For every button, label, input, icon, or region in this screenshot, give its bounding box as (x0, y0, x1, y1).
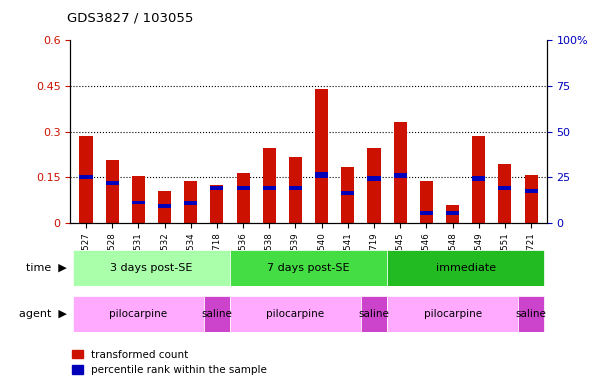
Bar (184, 202, 197, 205)
Text: saline: saline (202, 309, 232, 319)
Bar (230, 250, 387, 286)
Bar (315, 89, 328, 223)
Bar (289, 157, 302, 223)
Bar (184, 181, 197, 223)
Bar (263, 148, 276, 223)
Bar (132, 175, 145, 223)
Bar (525, 189, 538, 193)
Bar (236, 174, 250, 223)
Bar (210, 185, 224, 223)
Bar (315, 172, 328, 178)
Bar (499, 164, 511, 223)
Text: time  ▶: time ▶ (26, 263, 67, 273)
Bar (387, 296, 518, 332)
Bar (204, 296, 230, 332)
Text: GDS3827 / 103055: GDS3827 / 103055 (67, 12, 194, 25)
Bar (132, 201, 145, 204)
Text: pilocarpine: pilocarpine (423, 309, 481, 319)
Bar (342, 191, 354, 195)
Bar (106, 181, 119, 185)
Text: saline: saline (516, 309, 547, 319)
Text: pilocarpine: pilocarpine (266, 309, 324, 319)
Text: 7 days post-SE: 7 days post-SE (267, 263, 350, 273)
Bar (387, 250, 544, 286)
Bar (236, 186, 250, 190)
Bar (158, 204, 171, 208)
Bar (393, 173, 407, 178)
Bar (472, 176, 485, 181)
Bar (499, 186, 511, 190)
Bar (158, 191, 171, 223)
Bar (361, 296, 387, 332)
Bar (393, 122, 407, 223)
Text: immediate: immediate (436, 263, 496, 273)
Bar (73, 296, 204, 332)
Bar (73, 250, 230, 286)
Bar (420, 181, 433, 223)
Text: 3 days post-SE: 3 days post-SE (110, 263, 192, 273)
Bar (446, 205, 459, 223)
Bar (79, 136, 92, 223)
Bar (446, 212, 459, 215)
Bar (106, 161, 119, 223)
Bar (210, 186, 224, 190)
Text: pilocarpine: pilocarpine (109, 309, 167, 319)
Bar (230, 296, 361, 332)
Legend: transformed count, percentile rank within the sample: transformed count, percentile rank withi… (73, 350, 267, 375)
Bar (525, 175, 538, 223)
Bar (79, 175, 92, 179)
Text: agent  ▶: agent ▶ (20, 309, 67, 319)
Bar (289, 186, 302, 190)
Bar (472, 136, 485, 223)
Bar (420, 212, 433, 215)
Bar (263, 186, 276, 190)
Bar (367, 148, 381, 223)
Bar (367, 176, 381, 181)
Bar (342, 167, 354, 223)
Bar (518, 296, 544, 332)
Text: saline: saline (359, 309, 389, 319)
